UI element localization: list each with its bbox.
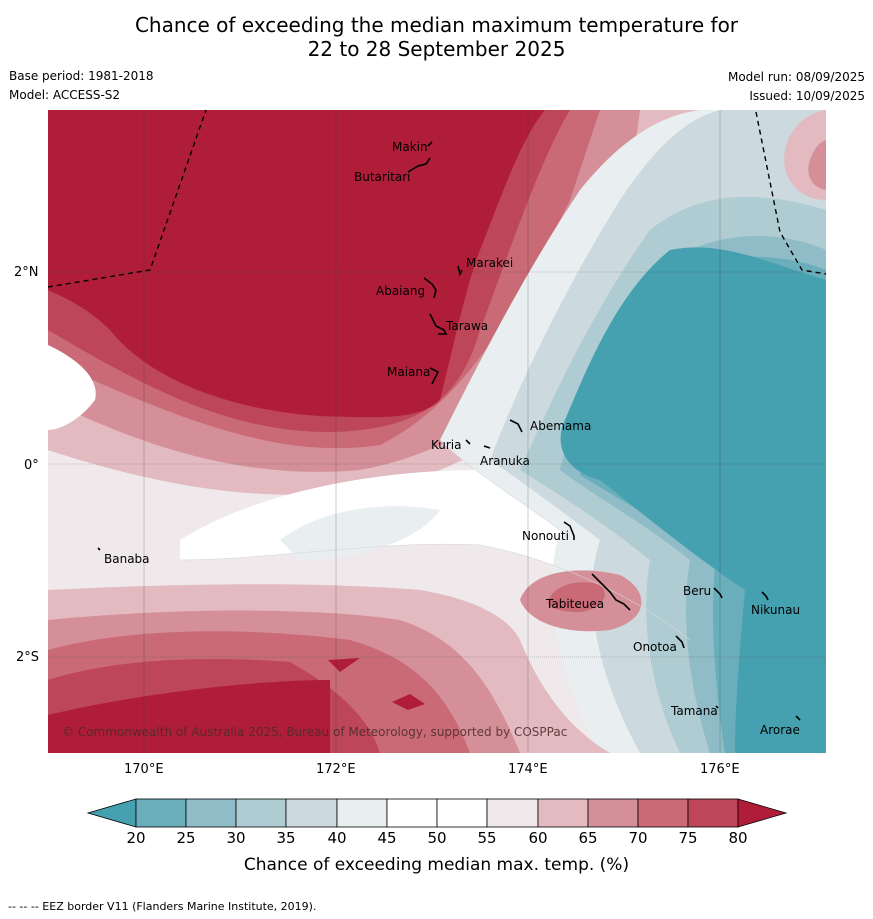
colorbar-label: Chance of exceeding median max. temp. (%… <box>243 855 630 875</box>
island-label-beru: Beru <box>683 584 712 598</box>
colorbar-tick: 70 <box>628 829 648 847</box>
island-outlines <box>97 141 801 721</box>
island-label-tarawa: Tarawa <box>446 319 489 333</box>
colorbar-swatch-60-65 <box>537 798 589 828</box>
lon-label-176e: 176°E <box>700 762 740 777</box>
contour-band-tabiteuea-70-75 <box>548 582 605 612</box>
colorbar-tick: 80 <box>728 829 748 847</box>
colorbar-tick: 75 <box>678 829 698 847</box>
island-label-onotoa: Onotoa <box>633 640 677 654</box>
lon-label-174e: 174°E <box>508 762 548 777</box>
colorbar-tick: 40 <box>327 829 347 847</box>
lat-label-0: 0° <box>24 458 39 473</box>
contour-fill-layer <box>48 110 826 753</box>
island-label-makin: Makin <box>392 140 428 154</box>
island-label-abemama: Abemama <box>530 419 592 433</box>
gridlines <box>48 110 826 753</box>
island-label-banaba: Banaba <box>104 552 150 566</box>
contour-band-south-above-80 <box>48 680 330 753</box>
lon-label-170e: 170°E <box>124 762 164 777</box>
island-label-marakei: Marakei <box>466 256 514 270</box>
colorbar-swatch-55-60 <box>486 798 539 828</box>
colorbar-swatch-65-70 <box>587 798 639 828</box>
colorbar-tick: 35 <box>276 829 296 847</box>
colorbar-tick: 55 <box>477 829 497 847</box>
island-label-arorae: Arorae <box>760 723 800 737</box>
copyright-notice: © Commonwealth of Australia 2025, Bureau… <box>62 725 568 739</box>
colorbar-extend-high <box>737 798 788 828</box>
colorbar-swatch-50-55 <box>436 798 488 828</box>
colorbar-swatch-30-35 <box>235 798 287 828</box>
colorbar-tick: 65 <box>578 829 598 847</box>
colorbar-swatch-75-80 <box>687 798 739 828</box>
colorbar-swatch-45-50 <box>386 798 438 828</box>
colorbar-swatch-40-45 <box>336 798 388 828</box>
chart-title-line-1: Chance of exceeding the median maximum t… <box>134 13 739 37</box>
colorbar-swatch-35-40 <box>285 798 338 828</box>
model-run-text: Model run: 08/09/2025 <box>727 70 865 84</box>
colorbar-swatch-20-25 <box>135 798 187 828</box>
contour-band-40-45 <box>280 506 440 560</box>
contour-band-below-20 <box>560 247 826 753</box>
lon-label-172e: 172°E <box>316 762 356 777</box>
colorbar-tick: 45 <box>377 829 397 847</box>
colorbar-tick: 50 <box>427 829 447 847</box>
lat-label-2n: 2°N <box>14 265 39 280</box>
contour-band-above-80 <box>48 110 545 418</box>
island-label-abaiang: Abaiang <box>376 284 426 298</box>
colorbar-tick: 60 <box>528 829 548 847</box>
island-label-tamana: Tamana <box>671 704 718 718</box>
contour-band-south-patch-2 <box>392 694 425 710</box>
eez-footnote: -- -- -- EEZ border V11 (Flanders Marine… <box>8 900 317 913</box>
issued-text: Issued: 10/09/2025 <box>749 89 865 103</box>
model-text: Model: ACCESS-S2 <box>9 88 121 102</box>
colorbar-tick: 25 <box>176 829 196 847</box>
base-period-text: Base period: 1981-2018 <box>9 69 154 83</box>
colorbar-swatch-25-30 <box>185 798 237 828</box>
island-label-maiana: Maiana <box>387 365 431 379</box>
lat-label-2s: 2°S <box>16 650 40 665</box>
island-label-aranuka: Aranuka <box>480 454 530 468</box>
island-label-kuria: Kuria <box>431 438 462 452</box>
colorbar-tick: 20 <box>126 829 146 847</box>
island-label-butaritari: Butaritari <box>354 170 411 184</box>
colorbar-extend-low <box>86 798 137 828</box>
island-label-nikunau: Nikunau <box>751 603 801 617</box>
colorbar-swatch-70-75 <box>637 798 689 828</box>
island-label-tabiteuea: Tabiteuea <box>546 597 605 611</box>
colorbar-tick: 30 <box>226 829 246 847</box>
contour-band-white-west <box>48 345 96 430</box>
contour-band-ne-65-70 <box>808 140 826 190</box>
chart-title-line-2: 22 to 28 September 2025 <box>307 37 566 61</box>
eez-border <box>47 109 827 288</box>
island-label-nonouti: Nonouti <box>522 529 569 543</box>
